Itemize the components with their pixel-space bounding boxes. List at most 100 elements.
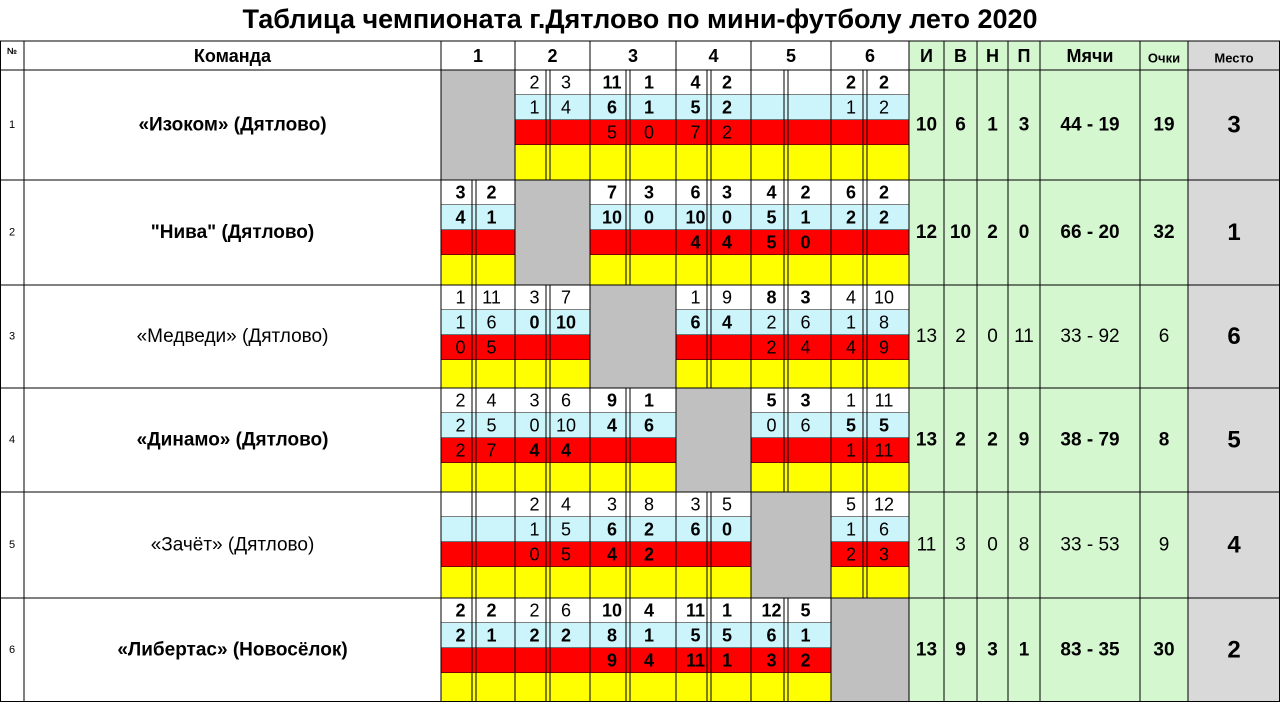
score-home: 4 [766,183,776,203]
score-cell-bg [751,438,831,463]
stat-wins: 6 [955,115,966,136]
place-bg [1188,598,1280,702]
stat-goals: 83 - 35 [1060,640,1120,661]
score-away: 1 [722,601,732,621]
score-home: 1 [455,313,465,333]
score-away: 6 [486,313,496,333]
score-home: 1 [529,520,539,540]
score-home: 4 [607,416,617,436]
score-cell-bg [515,648,590,673]
score-home: 4 [690,233,700,253]
score-away: 4 [644,651,654,671]
score-away: 8 [879,313,889,333]
stat-points: 32 [1153,222,1174,243]
score-cell-bg [441,310,515,335]
header-place-bg [1188,41,1280,70]
score-home: 1 [455,288,465,308]
score-away: 2 [879,73,889,93]
score-cell-bg [590,567,676,598]
score-home: 11 [602,73,621,93]
score-away: 6 [800,313,810,333]
score-away: 4 [644,601,654,621]
stats-bg [909,492,1188,598]
stat-draws: 3 [987,640,998,661]
team-name: «Изоком» (Дятлово) [138,115,326,136]
score-cell-bg [751,623,831,648]
score-cell-bg [590,492,676,517]
score-cell-bg [676,205,751,230]
score-away: 11 [875,391,894,411]
header-opponent-4: 4 [708,46,718,66]
score-away: 0 [722,208,732,228]
team-name: «Медведи» (Дятлово) [137,326,329,347]
stats-bg [909,598,1188,702]
score-cell-bg [751,95,831,120]
stat-games: 10 [916,115,937,136]
header-opponent-6: 6 [865,46,875,66]
team-name: «Либертас» (Новосёлок) [117,640,347,661]
score-cell-bg [831,413,909,438]
score-cell-bg [590,255,676,285]
stat-goals: 66 - 20 [1060,222,1119,243]
score-cell-bg [590,120,676,145]
score-cell-bg [515,413,590,438]
score-cell-bg [751,285,831,310]
score-away: 4 [722,233,732,253]
score-away: 6 [879,520,889,540]
stat-losses: 1 [1019,640,1030,661]
place-bg [1188,492,1280,598]
page-title: Таблица чемпионата г.Дятлово по мини-фут… [242,4,1038,34]
score-cell-bg [590,205,676,230]
score-away: 1 [644,98,654,118]
score-cell-bg [441,230,515,255]
score-home: 1 [846,98,856,118]
score-cell-bg [751,413,831,438]
score-away: 0 [722,520,732,540]
place-bg [1188,285,1280,388]
score-home: 2 [455,601,465,621]
score-away: 1 [644,391,654,411]
team-row-bg [0,598,441,702]
score-home: 1 [690,288,700,308]
score-home: 5 [690,626,700,646]
score-away: 2 [800,651,810,671]
score-cell-bg [831,70,909,95]
score-away: 2 [879,98,889,118]
score-home: 0 [766,416,776,436]
score-cell-bg [751,145,831,180]
score-cell-bg [751,463,831,492]
place-bg [1188,70,1280,180]
stat-place: 2 [1227,637,1240,664]
diagonal-cell [751,492,831,598]
score-cell-bg [831,205,909,230]
score-home: 2 [529,626,539,646]
score-away: 3 [722,183,732,203]
score-cell-bg [831,463,909,492]
score-away: 5 [800,601,810,621]
score-away: 8 [644,495,654,515]
score-home: 4 [846,288,856,308]
score-home: 4 [690,73,700,93]
diagonal-cell [515,180,590,285]
row-number: 3 [9,331,15,343]
score-home: 2 [766,313,776,333]
header-team: Команда [194,46,272,66]
score-away: 5 [879,416,889,436]
score-home: 2 [529,73,539,93]
score-cell-bg [441,648,515,673]
score-home: 1 [846,520,856,540]
score-away: 4 [486,391,496,411]
score-away: 10 [874,288,894,308]
score-home: 3 [529,391,539,411]
score-cell-bg [515,95,590,120]
score-cell-bg [515,567,590,598]
row-number: 5 [9,539,15,551]
header-opponent-5: 5 [786,46,796,66]
score-cell-bg [515,285,590,310]
score-cell-bg [590,623,676,648]
score-away: 2 [486,601,496,621]
score-cell-bg [515,517,590,542]
stat-points: 19 [1153,115,1174,136]
score-home: 2 [529,601,539,621]
